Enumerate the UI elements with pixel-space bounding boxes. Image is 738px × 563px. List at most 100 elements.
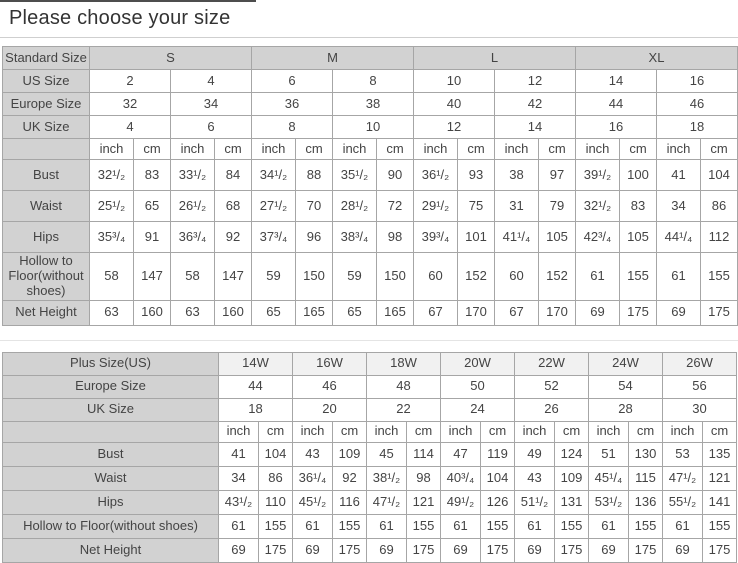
row-label: Hips bbox=[2, 221, 90, 253]
measurement-row: Bust 41 104 43 109 45 114 47 119 49 124 51 130 53 135 bbox=[2, 441, 737, 467]
value-cell: 41 bbox=[218, 441, 259, 467]
value-cell: 135 bbox=[702, 441, 737, 467]
value-cell: 175 bbox=[554, 537, 589, 563]
value-cell: 61 bbox=[514, 513, 555, 539]
value-cell: 116 bbox=[332, 489, 367, 515]
value-cell: 69 bbox=[588, 537, 629, 563]
value-cell: 70 bbox=[295, 190, 333, 222]
page-title: Please choose your size bbox=[9, 7, 231, 29]
value-cell: 105 bbox=[619, 221, 657, 253]
title-divider bbox=[0, 37, 738, 38]
unit-cell: cm bbox=[258, 420, 293, 443]
value-cell: 165 bbox=[295, 299, 333, 326]
size-cell: 46 bbox=[292, 374, 367, 399]
row-label: Europe Size bbox=[2, 374, 219, 399]
value-cell: 96 bbox=[295, 221, 333, 253]
size-cell: S bbox=[89, 46, 252, 70]
row-label: Plus Size(US) bbox=[2, 351, 219, 376]
unit-cell: cm bbox=[619, 138, 657, 160]
size-cell: 24W bbox=[588, 351, 663, 376]
size-cell: 2 bbox=[89, 69, 171, 93]
value-cell: 37³/₄ bbox=[251, 221, 296, 253]
row-label: Bust bbox=[2, 159, 90, 191]
value-cell: 38 bbox=[494, 159, 539, 191]
value-cell: 175 bbox=[258, 537, 293, 563]
unit-cell: inch bbox=[588, 420, 629, 443]
value-cell: 35³/₄ bbox=[89, 221, 134, 253]
value-cell: 170 bbox=[457, 299, 495, 326]
unit-cell: inch bbox=[514, 420, 555, 443]
size-cell: 16 bbox=[656, 69, 738, 93]
unit-cell: cm bbox=[295, 138, 333, 160]
size-cell: 26 bbox=[514, 397, 589, 422]
row-label: Waist bbox=[2, 465, 219, 491]
value-cell: 51¹/₂ bbox=[514, 489, 555, 515]
value-cell: 152 bbox=[538, 252, 576, 301]
size-cell: 28 bbox=[588, 397, 663, 422]
value-cell: 79 bbox=[538, 190, 576, 222]
row-label: Net Height bbox=[2, 537, 219, 563]
row-label: Standard Size bbox=[2, 46, 90, 70]
size-cell: 46 bbox=[656, 92, 738, 116]
value-cell: 68 bbox=[214, 190, 252, 222]
unit-cell: cm bbox=[538, 138, 576, 160]
value-cell: 63 bbox=[89, 299, 134, 326]
header-row: Plus Size(US) 14W 16W 18W 20W 22W 24W 26W bbox=[2, 351, 737, 376]
size-cell: 4 bbox=[170, 69, 252, 93]
value-cell: 39¹/₂ bbox=[575, 159, 620, 191]
value-cell: 147 bbox=[133, 252, 171, 301]
value-cell: 104 bbox=[700, 159, 738, 191]
value-cell: 69 bbox=[218, 537, 259, 563]
unit-cell: inch bbox=[89, 138, 134, 160]
value-cell: 69 bbox=[292, 537, 333, 563]
value-cell: 175 bbox=[628, 537, 663, 563]
value-cell: 160 bbox=[214, 299, 252, 326]
value-cell: 88 bbox=[295, 159, 333, 191]
unit-cell: cm bbox=[376, 138, 414, 160]
value-cell: 69 bbox=[366, 537, 407, 563]
value-cell: 34¹/₂ bbox=[251, 159, 296, 191]
value-cell: 86 bbox=[258, 465, 293, 491]
header-row: US Size 2 4 6 8 10 12 14 16 bbox=[2, 69, 738, 93]
value-cell: 126 bbox=[480, 489, 515, 515]
value-cell: 53 bbox=[662, 441, 703, 467]
value-cell: 69 bbox=[514, 537, 555, 563]
value-cell: 63 bbox=[170, 299, 215, 326]
unit-cell: inch bbox=[656, 138, 701, 160]
size-cell: 32 bbox=[89, 92, 171, 116]
value-cell: 61 bbox=[218, 513, 259, 539]
value-cell: 130 bbox=[628, 441, 663, 467]
size-cell: 8 bbox=[251, 115, 333, 139]
value-cell: 43 bbox=[514, 465, 555, 491]
size-cell: L bbox=[413, 46, 576, 70]
value-cell: 92 bbox=[332, 465, 367, 491]
measurement-row: Net Height 63 160 63 160 65 165 65 165 67 170 67 170… bbox=[2, 299, 738, 326]
size-cell: 18 bbox=[656, 115, 738, 139]
unit-cell: inch bbox=[292, 420, 333, 443]
measurement-row: Hips 43¹/₂ 110 45¹/₂ 116 47¹/₂ 121 49¹/₂ 126 51¹/… bbox=[2, 489, 737, 515]
row-label: UK Size bbox=[2, 115, 90, 139]
value-cell: 61 bbox=[366, 513, 407, 539]
row-label: Hollow to Floor(without shoes) bbox=[2, 513, 219, 539]
size-cell: 10 bbox=[332, 115, 414, 139]
size-cell: 44 bbox=[218, 374, 293, 399]
value-cell: 155 bbox=[554, 513, 589, 539]
value-cell: 112 bbox=[700, 221, 738, 253]
value-cell: 36¹/₄ bbox=[292, 465, 333, 491]
value-cell: 100 bbox=[619, 159, 657, 191]
value-cell: 69 bbox=[440, 537, 481, 563]
value-cell: 25¹/₂ bbox=[89, 190, 134, 222]
value-cell: 47¹/₂ bbox=[366, 489, 407, 515]
value-cell: 175 bbox=[332, 537, 367, 563]
value-cell: 33¹/₂ bbox=[170, 159, 215, 191]
measurement-row: Net Height 69 175 69 175 69 175 69 175 69 175 69 175… bbox=[2, 537, 737, 563]
unit-cell: inch bbox=[440, 420, 481, 443]
unit-cell: inch bbox=[494, 138, 539, 160]
value-cell: 60 bbox=[413, 252, 458, 301]
value-cell: 121 bbox=[702, 465, 737, 491]
size-cell: 16W bbox=[292, 351, 367, 376]
standard-size-table: Standard Size S M L XL US Size 2 4 6 8 10 12 14 16 Eur… bbox=[2, 46, 738, 326]
size-cell: 8 bbox=[332, 69, 414, 93]
value-cell: 124 bbox=[554, 441, 589, 467]
value-cell: 114 bbox=[406, 441, 441, 467]
